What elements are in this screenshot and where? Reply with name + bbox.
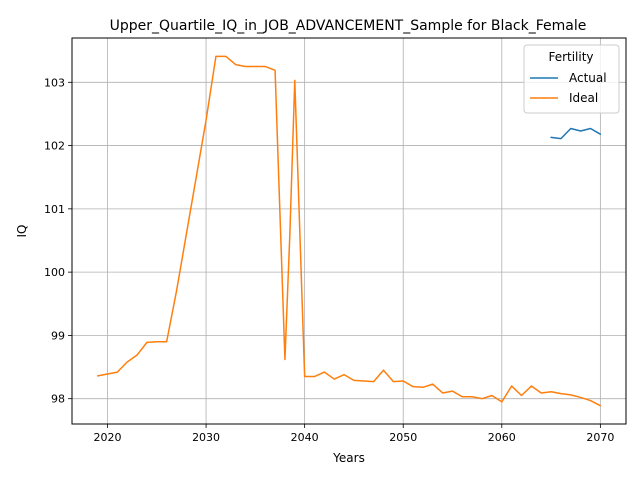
x-tick-label: 2060	[488, 431, 516, 444]
x-tick-label: 2020	[93, 431, 121, 444]
x-tick-label: 2040	[291, 431, 319, 444]
legend: Fertility Actual Ideal	[523, 44, 620, 114]
legend-title: Fertility	[548, 50, 593, 64]
x-tick-label: 2050	[389, 431, 417, 444]
legend-label-ideal: Ideal	[569, 91, 598, 105]
plot-series	[96, 55, 602, 407]
axis-ticks: 2020 2030 2040 2050 2060 2070 98 99 100 101 102 103	[44, 76, 614, 444]
legend-label-actual: Actual	[569, 71, 607, 85]
y-tick-label: 99	[51, 329, 65, 342]
legend-box	[523, 44, 620, 114]
y-tick-label: 101	[44, 203, 65, 216]
series-line-ideal	[96, 55, 602, 407]
y-tick-label: 102	[44, 140, 65, 153]
plot-frame	[71, 37, 627, 425]
x-axis-label: Years	[332, 451, 365, 465]
series-line-actual	[550, 127, 602, 140]
x-tick-label: 2030	[192, 431, 220, 444]
chart-title: Upper_Quartile_IQ_in_JOB_ADVANCEMENT_Sam…	[110, 18, 587, 34]
y-tick-label: 103	[44, 76, 65, 89]
y-tick-label: 98	[51, 393, 65, 406]
y-tick-label: 100	[44, 266, 65, 279]
x-tick-label: 2070	[586, 431, 614, 444]
y-axis-label: IQ	[15, 225, 29, 238]
